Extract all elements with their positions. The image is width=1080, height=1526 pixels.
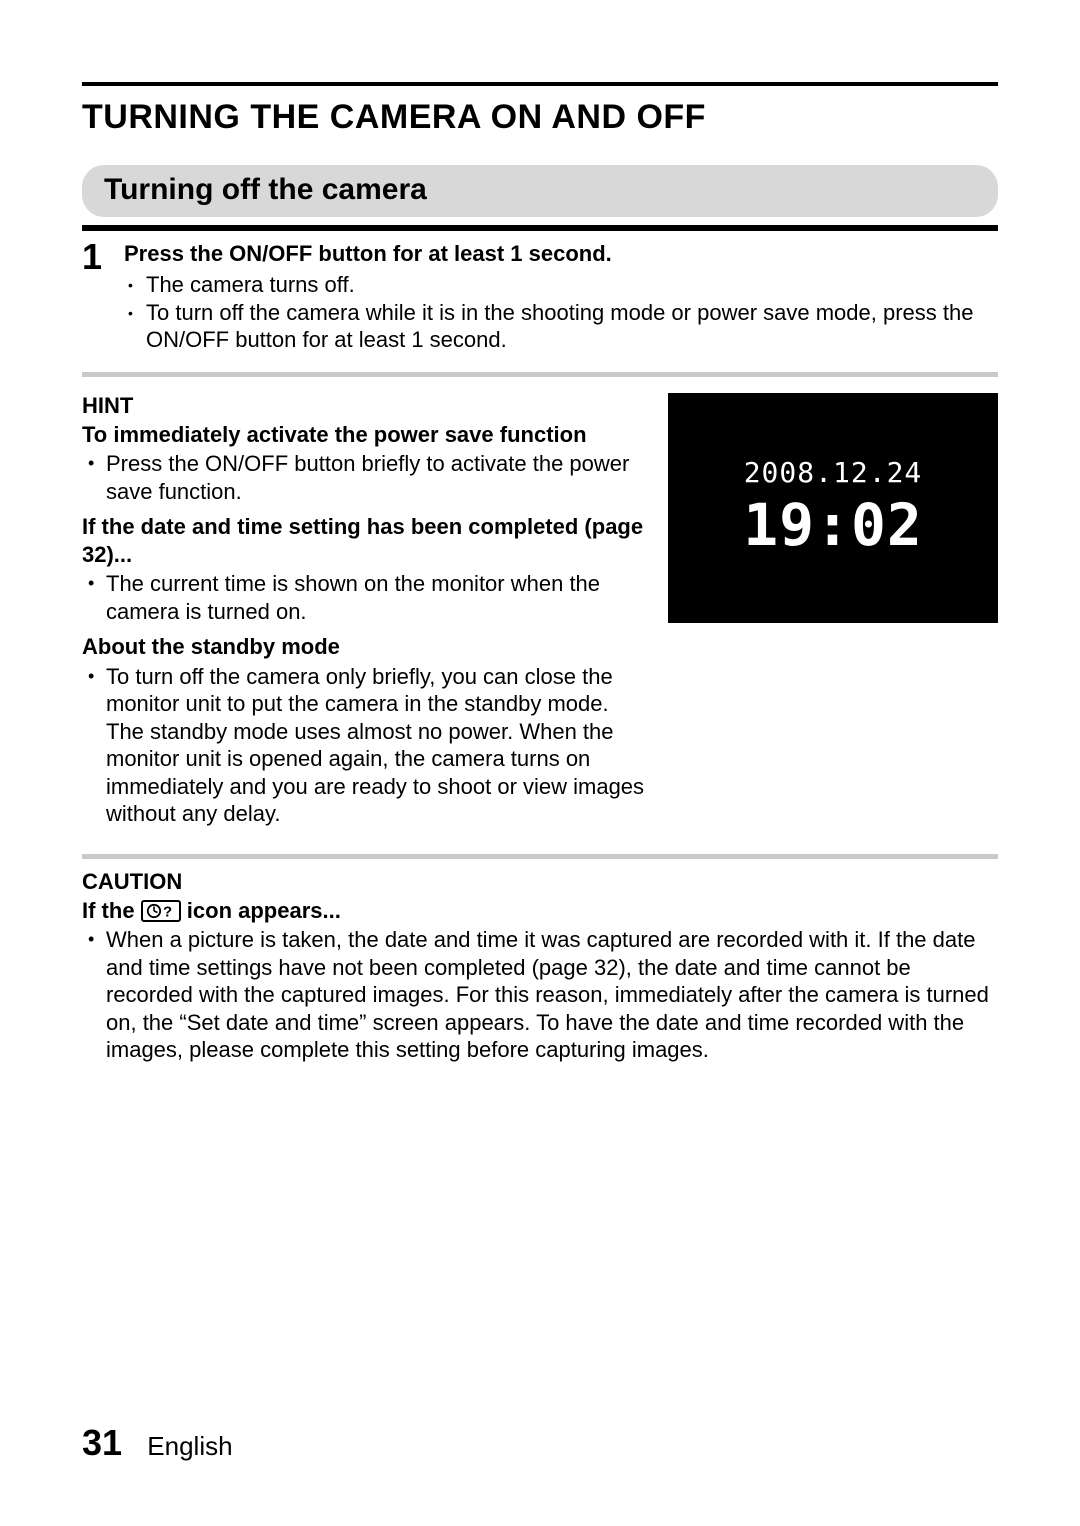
hint-bullets-2: The current time is shown on the monitor…	[82, 570, 646, 625]
hint-heading-1: To immediately activate the power save f…	[82, 421, 646, 449]
page-footer: 31 English	[82, 1422, 233, 1464]
step-bullet: To turn off the camera while it is in th…	[146, 299, 998, 354]
step-bullets: The camera turns off. To turn off the ca…	[124, 271, 998, 354]
caution-heading-suffix: icon appears...	[187, 898, 341, 923]
divider-rule	[82, 372, 998, 377]
step-row: 1 Press the ON/OFF button for at least 1…	[82, 241, 998, 354]
manual-page: TURNING THE CAMERA ON AND OFF Turning of…	[0, 0, 1080, 1526]
divider-rule	[82, 854, 998, 859]
caution-heading-prefix: If the	[82, 898, 141, 923]
section-title: Turning off the camera	[104, 173, 427, 206]
language-label: English	[147, 1431, 232, 1461]
display-time: 19:02	[743, 491, 923, 559]
step-heading: Press the ON/OFF button for at least 1 s…	[124, 241, 998, 267]
camera-display: 2008.12.24 19:02	[668, 393, 998, 623]
hint-bullet: The current time is shown on the monitor…	[106, 570, 646, 625]
caution-bullet: When a picture is taken, the date and ti…	[106, 926, 998, 1064]
caution-heading: If the ? icon appears...	[82, 897, 998, 925]
hint-bullet: To turn off the camera only briefly, you…	[106, 663, 646, 828]
display-date: 2008.12.24	[744, 456, 923, 489]
top-rule	[82, 82, 998, 86]
section-pill: Turning off the camera	[82, 165, 998, 217]
caution-bullets: When a picture is taken, the date and ti…	[82, 926, 998, 1064]
page-title: TURNING THE CAMERA ON AND OFF	[82, 98, 998, 137]
svg-text:?: ?	[163, 903, 172, 919]
caution-label: CAUTION	[82, 869, 998, 895]
hint-label: HINT	[82, 393, 646, 419]
hint-bullet: Press the ON/OFF button briefly to activ…	[106, 450, 646, 505]
hint-bullets-3: To turn off the camera only briefly, you…	[82, 663, 646, 828]
hint-heading-3: About the standby mode	[82, 633, 646, 661]
caution-section: CAUTION If the ? icon appears... When a …	[82, 869, 998, 1064]
hint-heading-2: If the date and time setting has been co…	[82, 513, 646, 568]
hint-section: HINT To immediately activate the power s…	[82, 387, 998, 836]
step-number: 1	[82, 239, 124, 354]
clock-question-icon: ?	[141, 900, 181, 922]
step-body: Press the ON/OFF button for at least 1 s…	[124, 241, 998, 354]
section-underline	[82, 225, 998, 231]
page-number: 31	[82, 1422, 122, 1463]
hint-bullets-1: Press the ON/OFF button briefly to activ…	[82, 450, 646, 505]
step-bullet: The camera turns off.	[146, 271, 998, 299]
hint-text-column: HINT To immediately activate the power s…	[82, 387, 646, 836]
